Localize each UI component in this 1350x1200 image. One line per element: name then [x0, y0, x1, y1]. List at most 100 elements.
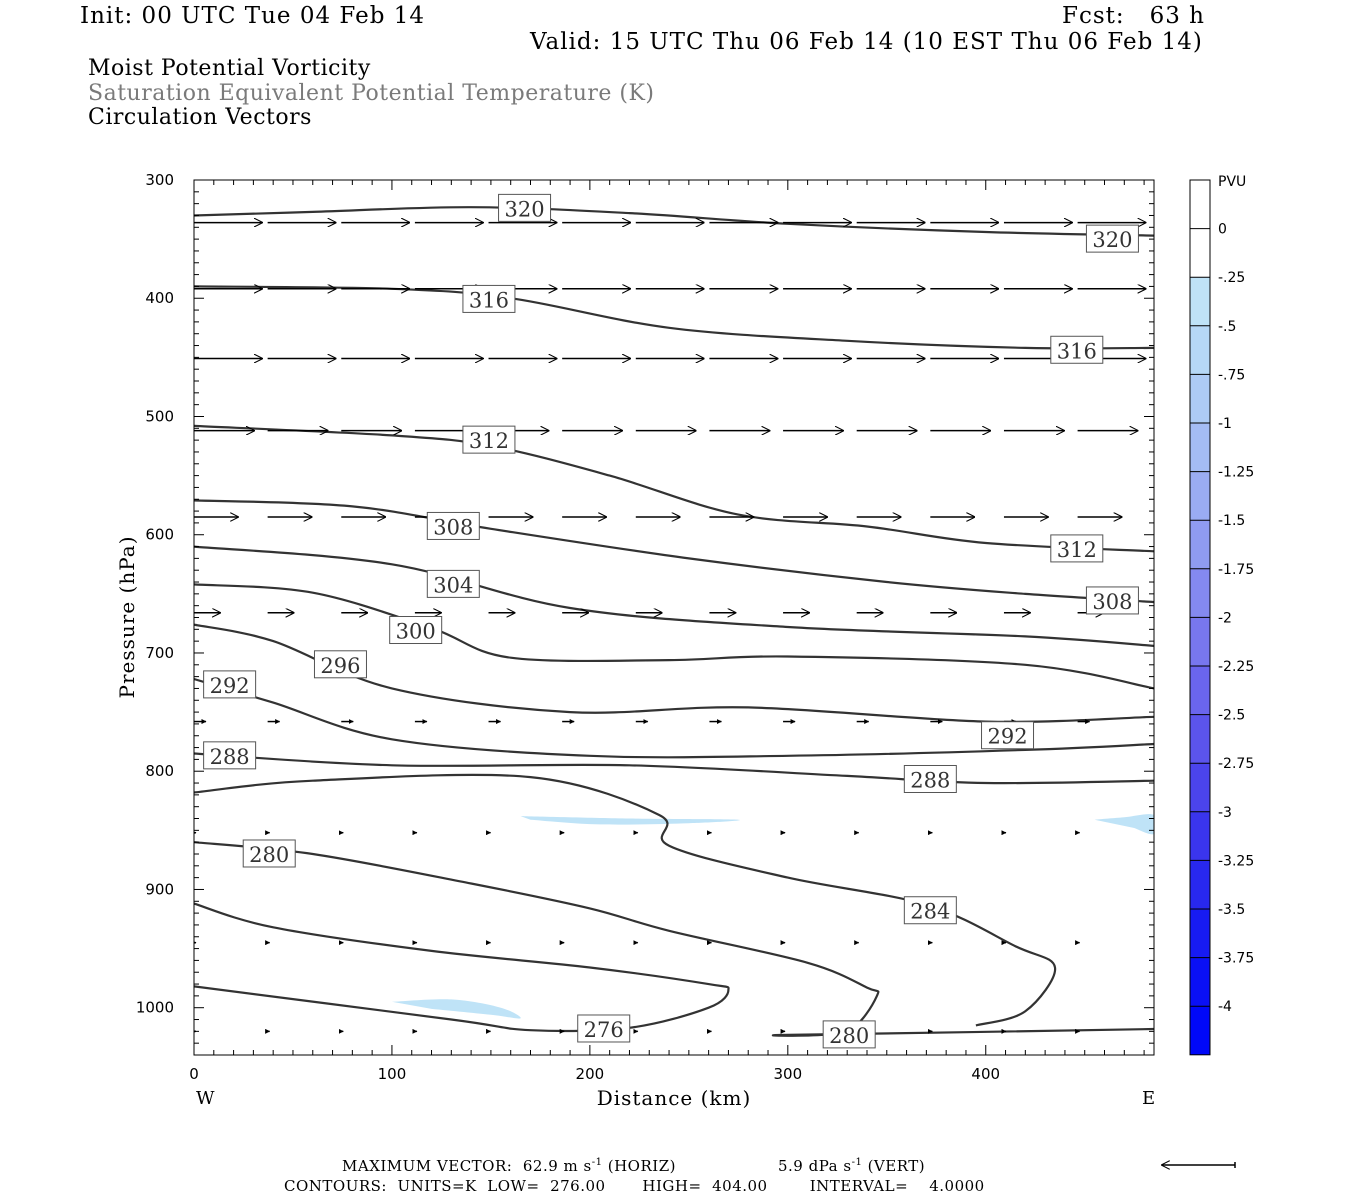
colorbar-swatch	[1190, 423, 1210, 472]
contour-line-320	[194, 206, 1154, 237]
colorbar-label: -2.25	[1218, 659, 1254, 675]
y-tick-label: 1000	[136, 999, 174, 1017]
colorbar-swatch	[1190, 374, 1210, 423]
field-title-mpv: Moist Potential Vorticity	[88, 56, 371, 81]
contour-line-284	[194, 773, 1057, 1027]
colorbar-units: PVU	[1218, 174, 1246, 190]
pv-negative-area	[391, 999, 521, 1019]
contour-label-box	[1050, 335, 1104, 364]
x-axis-title: Distance (km)	[597, 1086, 752, 1110]
colorbar-label: 0	[1218, 222, 1227, 238]
x-tick-label: 0	[189, 1065, 199, 1083]
contour-label-296: 296	[320, 654, 360, 678]
x-tick-label: 400	[971, 1065, 1000, 1083]
contour-label-312: 312	[469, 429, 509, 453]
contour-label-box	[1085, 586, 1139, 615]
contour-label-276: 276	[584, 1018, 624, 1042]
contour-label-box	[313, 650, 367, 679]
contour-label-box	[822, 1020, 876, 1049]
max-vector-info: MAXIMUM VECTOR: 62.9 m s-1 (HORIZ)	[342, 1157, 676, 1175]
contour-label-box	[577, 1014, 631, 1043]
exponent: -1	[851, 1157, 863, 1168]
colorbar-swatch	[1190, 617, 1210, 666]
contour-info: CONTOURS: UNITS=K LOW= 276.00 HIGH= 404.…	[284, 1177, 985, 1195]
contour-line-308	[194, 499, 1154, 604]
max-vector-vert-info: 5.9 dPa s-1 (VERT)	[778, 1157, 925, 1175]
colorbar-swatch	[1190, 325, 1210, 375]
colorbar-label: -2	[1218, 610, 1232, 626]
colorbar-swatch	[1190, 471, 1210, 521]
contour-label-292: 292	[987, 725, 1027, 749]
horiz-label: (HORIZ)	[602, 1157, 676, 1175]
contour-label-320: 320	[505, 197, 545, 221]
colorbar-label: -.25	[1218, 270, 1245, 286]
contour-line-300	[194, 583, 1154, 690]
colorbar-swatch	[1190, 763, 1210, 812]
contour-line-292	[194, 677, 1154, 759]
y-tick-label: 800	[145, 762, 174, 780]
contour-line-276	[194, 902, 730, 1033]
colorbar-label: -4	[1218, 999, 1232, 1015]
contour-label-box	[462, 284, 516, 313]
colorbar-label: -3.75	[1218, 951, 1254, 967]
colorbar-label: -3.5	[1218, 902, 1245, 918]
colorbar-label: -3.25	[1218, 853, 1254, 869]
colorbar-label: -.5	[1218, 319, 1236, 335]
init-time: Init: 00 UTC Tue 04 Feb 14	[80, 3, 426, 29]
contour-line-316	[194, 285, 1154, 350]
y-tick-label: 600	[145, 526, 174, 544]
contour-label-280: 280	[829, 1024, 869, 1048]
field-title-vectors: Circulation Vectors	[88, 105, 312, 130]
colorbar-swatch	[1190, 909, 1210, 958]
colorbar-swatch	[1190, 1006, 1210, 1055]
contour-label-box	[903, 896, 957, 925]
contour-label-316: 316	[469, 288, 509, 312]
exponent: -1	[591, 1157, 603, 1168]
contour-label-292: 292	[210, 674, 250, 698]
contour-label-box	[242, 839, 296, 868]
max-vector-vert-value: 5.9 dPa s	[778, 1157, 852, 1175]
colorbar-swatch	[1190, 666, 1210, 715]
contour-label-box	[389, 616, 443, 645]
colorbar-label: -3	[1218, 805, 1232, 821]
contour-label-304: 304	[433, 573, 473, 597]
colorbar-swatch	[1190, 957, 1210, 1007]
contour-label-box	[203, 741, 257, 770]
colorbar-label: -1.25	[1218, 465, 1254, 481]
y-axis-title: Pressure (hPa)	[115, 536, 139, 699]
contour-label-box	[203, 670, 257, 699]
plot-frame	[193, 179, 1155, 1056]
contour-label-316: 316	[1057, 339, 1097, 363]
contour-line-288	[194, 752, 1154, 785]
colorbar-swatch	[1190, 811, 1210, 861]
colorbar-swatch	[1190, 228, 1210, 278]
contour-label-box	[903, 764, 957, 793]
y-tick-label: 900	[145, 880, 174, 898]
colorbar-label: -1	[1218, 416, 1232, 432]
field-title-thetaes: Saturation Equivalent Potential Temperat…	[88, 81, 655, 106]
colorbar-label: -2.5	[1218, 708, 1245, 724]
y-tick-label: 300	[145, 171, 174, 189]
contour-label-300: 300	[396, 620, 436, 644]
contour-label-288: 288	[910, 768, 950, 792]
contour-label-288: 288	[210, 745, 250, 769]
east-label: E	[1142, 1088, 1156, 1109]
pv-negative-area	[520, 816, 740, 825]
contour-label-280: 280	[249, 843, 289, 867]
valid-time: Valid: 15 UTC Thu 06 Feb 14 (10 EST Thu …	[530, 29, 1203, 55]
colorbar-swatch	[1190, 180, 1210, 229]
contour-label-box	[981, 721, 1035, 750]
x-tick-label: 100	[378, 1065, 407, 1083]
colorbar-swatch	[1190, 860, 1210, 909]
x-tick-label: 300	[773, 1065, 802, 1083]
contour-label-box	[462, 425, 516, 454]
colorbar-swatch	[1190, 277, 1210, 326]
contour-label-box	[1050, 534, 1104, 563]
y-tick-label: 500	[145, 407, 174, 425]
contour-label-box	[426, 511, 480, 540]
west-label: W	[196, 1088, 216, 1109]
contour-label-284: 284	[910, 900, 950, 924]
contour-label-320: 320	[1092, 228, 1132, 252]
colorbar-label: -1.75	[1218, 562, 1254, 578]
